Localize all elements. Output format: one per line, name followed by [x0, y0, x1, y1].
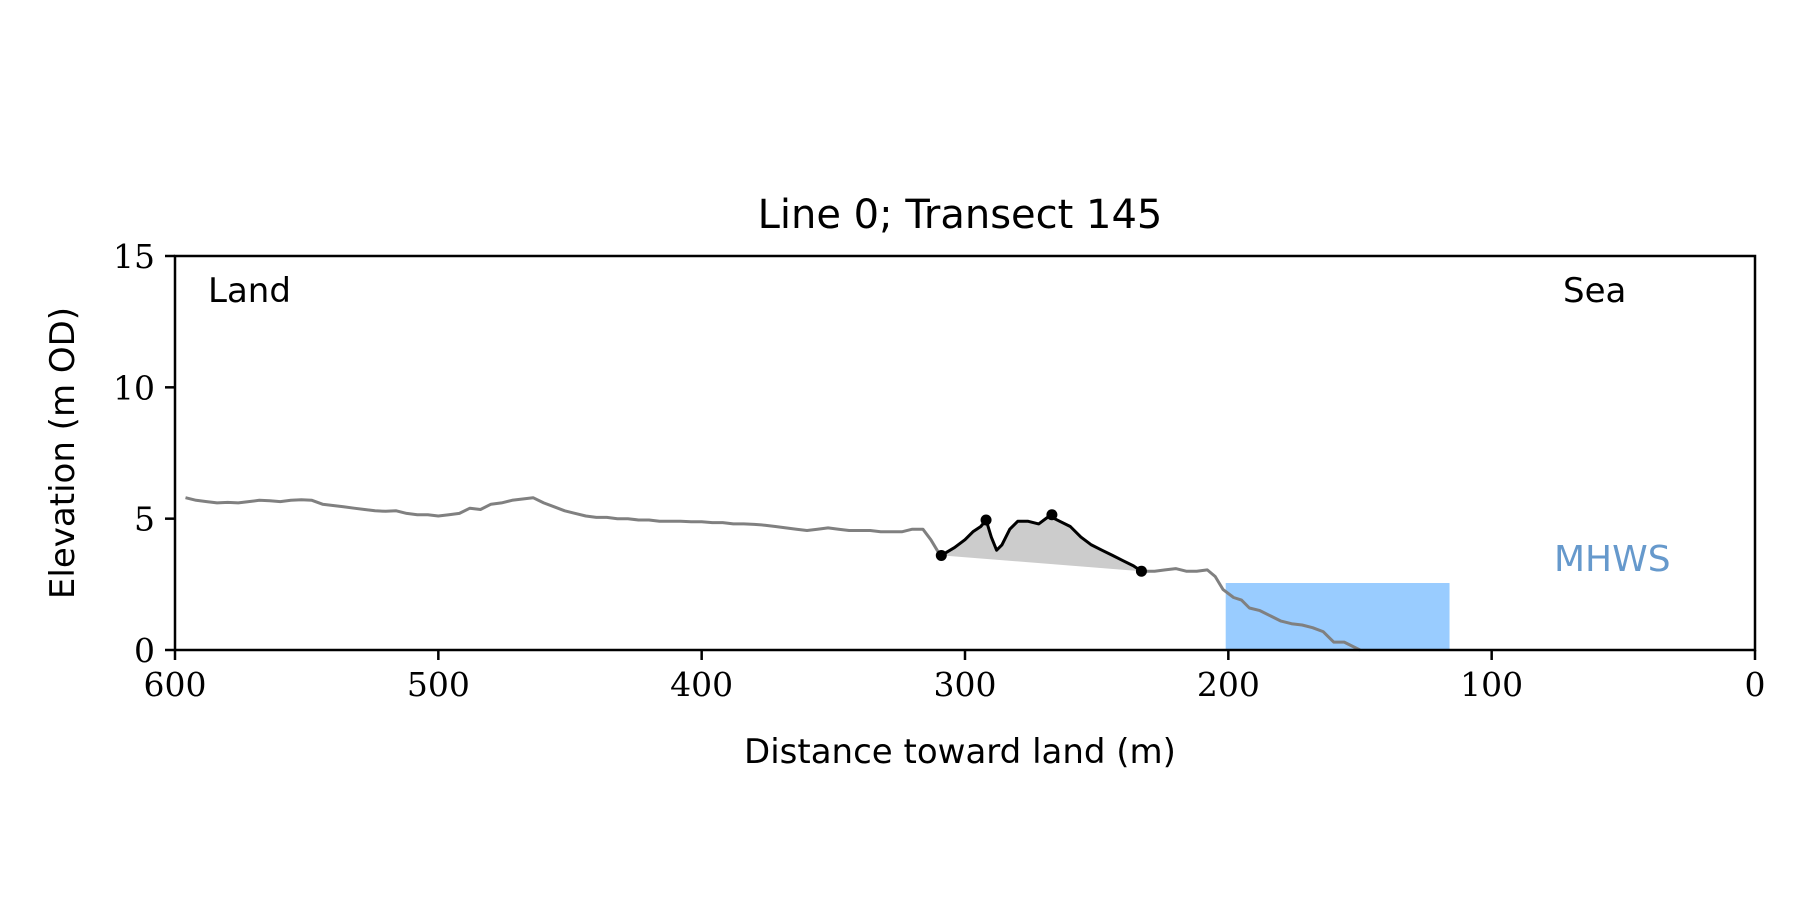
chart-title: Line 0; Transect 145: [758, 192, 1163, 238]
dune-marker: [935, 549, 947, 561]
dune-area: [941, 516, 1142, 572]
profile-line-seaward: [1141, 567, 1361, 652]
x-tick-label: 200: [1197, 665, 1260, 704]
x-axis-label: Distance toward land (m): [744, 732, 1176, 772]
land-label: Land: [208, 271, 291, 311]
y-tick-label: 10: [113, 368, 155, 407]
x-tick-label: 400: [670, 665, 733, 704]
profile-line-landward: [185, 496, 940, 554]
x-tick-label: 0: [1745, 665, 1766, 704]
dune-marker: [1046, 509, 1058, 521]
y-tick-label: 15: [113, 237, 155, 276]
mhws-area: [1225, 583, 1450, 650]
plot-frame: [173, 254, 1757, 652]
dune-marker: [1135, 565, 1147, 577]
sea-label: Sea: [1563, 271, 1626, 311]
mhws-label: MHWS: [1554, 539, 1671, 580]
axis-ticks: 600 500 400 300 200 100 0 0 5 10 15: [113, 237, 1766, 704]
dune-marker: [980, 514, 992, 526]
dune-line: [940, 514, 1143, 573]
x-tick-label: 600: [144, 665, 207, 704]
y-axis-label: Elevation (m OD): [43, 307, 83, 599]
plot-area: [185, 496, 1450, 652]
y-tick-label: 0: [134, 631, 155, 670]
x-tick-label: 100: [1460, 665, 1523, 704]
x-tick-label: 300: [934, 665, 997, 704]
x-tick-label: 500: [407, 665, 470, 704]
y-tick-label: 5: [134, 500, 155, 539]
